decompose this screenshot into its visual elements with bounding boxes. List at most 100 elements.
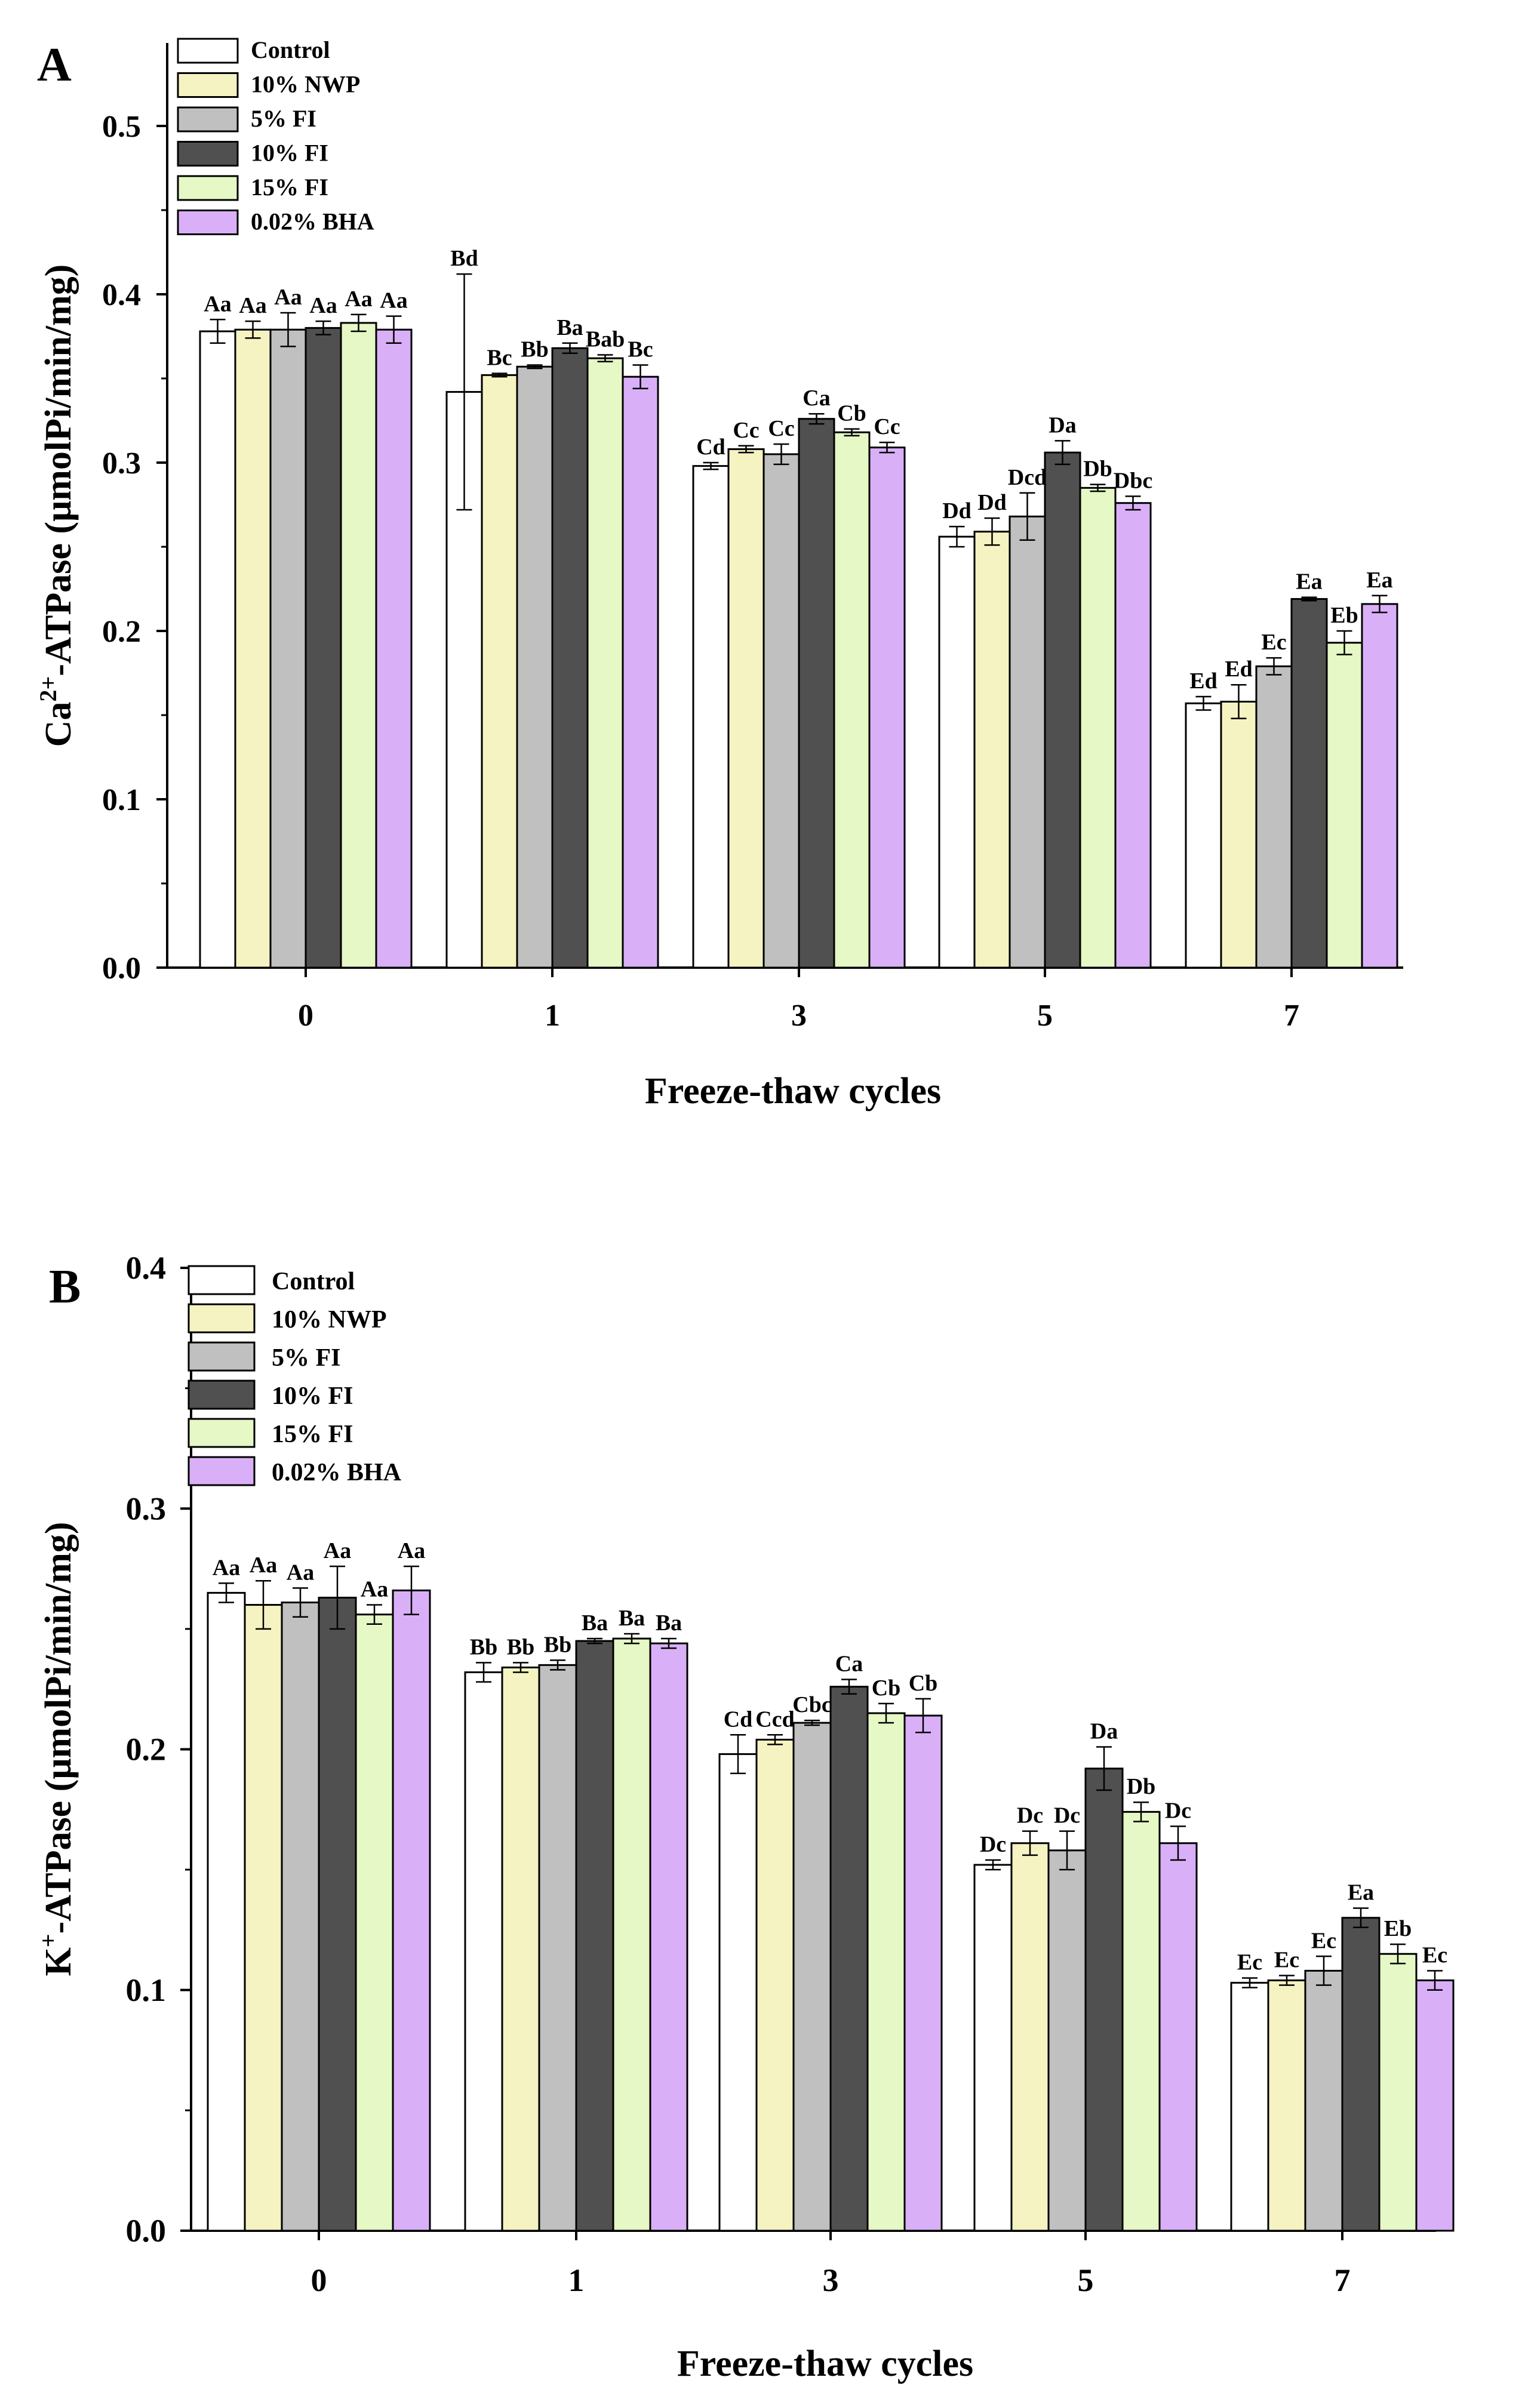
y-ticks-b: 0.0 0.1 0.2 0.3 0.4 xyxy=(126,1250,191,2249)
significance-label: Ba xyxy=(582,1611,608,1636)
significance-label: Dc xyxy=(1017,1803,1043,1828)
bar xyxy=(973,1864,1013,2232)
significance-label: Bb xyxy=(544,1632,571,1657)
bars-a xyxy=(199,322,1398,969)
x-tick-label: 7 xyxy=(1284,999,1299,1033)
significance-label: Cbc xyxy=(792,1692,831,1717)
bar xyxy=(375,328,413,969)
significance-label: Cb xyxy=(872,1676,901,1701)
significance-label: Ca xyxy=(835,1652,863,1677)
bar xyxy=(1047,1849,1087,2232)
bar xyxy=(1326,642,1363,969)
legend-b: Control 10% NWP 5% FI 10% FI 15% FI 0.02% BHA xyxy=(187,1265,402,1486)
bar xyxy=(727,448,765,969)
panel-a: A 0.0 0.1 0.2 0.3 0.4 0.5 0 1 3 5 7 Aa Aa Aa Aa Aa Aa B… xyxy=(35,36,1403,1111)
legend-label: 10% NWP xyxy=(272,1306,387,1334)
bar xyxy=(798,418,835,969)
bar xyxy=(318,1596,357,2232)
x-tick-label: 1 xyxy=(545,999,560,1033)
legend-label: 0.02% BHA xyxy=(272,1459,402,1486)
y-tick-label: 0.1 xyxy=(126,1972,167,2008)
significance-label: Eb xyxy=(1330,603,1358,628)
significance-label: Ea xyxy=(1348,1880,1374,1905)
significance-label: Cb xyxy=(837,401,866,426)
bar xyxy=(1304,1969,1343,2232)
significance-label: Db xyxy=(1083,457,1112,482)
bar xyxy=(868,447,906,969)
significance-label: Bab xyxy=(586,327,625,352)
y-ticks-a: 0.0 0.1 0.2 0.3 0.4 0.5 xyxy=(102,110,167,986)
bar xyxy=(1121,1810,1161,2232)
x-axis-title-a: Freeze-thaw cycles xyxy=(645,1071,941,1111)
legend-label: Control xyxy=(251,36,330,63)
significance-label: Dc xyxy=(1054,1803,1080,1828)
y-tick-label: 0.0 xyxy=(126,2213,167,2249)
error-bars-a xyxy=(210,273,1388,719)
y-tick-label: 0.1 xyxy=(102,783,141,817)
legend-swatch xyxy=(177,141,239,167)
bar xyxy=(1290,598,1328,969)
significance-label: Aa xyxy=(309,293,337,318)
significance-label: Cd xyxy=(724,1707,753,1732)
bar xyxy=(501,1666,540,2232)
significance-label: Aa xyxy=(361,1577,388,1602)
bar xyxy=(649,1642,688,2232)
error-bars-b xyxy=(219,1565,1443,1991)
legend-swatch xyxy=(187,1456,256,1486)
significance-label: Cb xyxy=(909,1671,938,1696)
legend-label: 15% FI xyxy=(272,1421,353,1448)
x-tick-label: 5 xyxy=(1037,999,1053,1033)
significance-label: Aa xyxy=(250,1553,277,1578)
bar xyxy=(1079,486,1117,969)
legend-label: 15% FI xyxy=(251,174,328,201)
significance-label: Aa xyxy=(239,293,266,318)
bar xyxy=(244,1604,283,2232)
legend-label: 10% NWP xyxy=(251,71,360,98)
bar xyxy=(762,453,800,969)
legend-swatch xyxy=(177,106,239,133)
bar xyxy=(1220,700,1257,969)
significance-label: Da xyxy=(1090,1719,1118,1744)
bar xyxy=(1158,1842,1198,2232)
bar xyxy=(622,375,659,969)
legend-swatch xyxy=(187,1418,256,1448)
panel-b: B 0.0 0.1 0.2 0.3 0.4 0 1 3 5 7 Aa Aa Aa Aa Aa Aa Bb Bb… xyxy=(35,1250,1455,2384)
y-tick-label: 0.5 xyxy=(102,110,141,144)
bar xyxy=(575,1640,614,2232)
significance-label: Da xyxy=(1049,412,1076,438)
x-tick-label: 1 xyxy=(568,2262,585,2298)
significance-label: Dc xyxy=(980,1832,1006,1857)
significance-label: Aa xyxy=(213,1555,240,1580)
bar xyxy=(692,465,730,969)
x-tick-label: 0 xyxy=(298,999,313,1033)
significance-label: Bc xyxy=(628,337,653,362)
x-tick-label: 3 xyxy=(791,999,807,1033)
x-tick-label: 0 xyxy=(311,2262,327,2298)
bars-b xyxy=(207,1589,1455,2232)
significance-label: Ba xyxy=(656,1611,682,1636)
y-tick-label: 0.3 xyxy=(126,1491,167,1526)
bar xyxy=(355,1613,394,2232)
x-tick-label: 3 xyxy=(823,2262,839,2298)
legend-swatch xyxy=(177,72,239,98)
legend-swatch xyxy=(187,1379,256,1410)
x-ticks-b: 0 1 3 5 7 xyxy=(311,2231,1351,2298)
bar xyxy=(1361,603,1398,969)
bar xyxy=(612,1637,651,2232)
significance-label: Ed xyxy=(1225,657,1252,682)
significance-label: Bc xyxy=(487,346,512,371)
legend-label: Control xyxy=(272,1268,355,1295)
legend-label: 10% FI xyxy=(272,1382,353,1410)
bar xyxy=(938,535,976,969)
significance-label: Ea xyxy=(1366,568,1392,593)
bar xyxy=(340,322,377,969)
significance-label: Aa xyxy=(398,1538,425,1563)
significance-label: Aa xyxy=(287,1560,314,1585)
bar xyxy=(1084,1767,1124,2232)
legend-swatch xyxy=(187,1265,256,1295)
x-tick-label: 5 xyxy=(1078,2262,1094,2298)
x-ticks-a: 0 1 3 5 7 xyxy=(298,968,1299,1033)
significance-label: Dbc xyxy=(1114,468,1152,493)
